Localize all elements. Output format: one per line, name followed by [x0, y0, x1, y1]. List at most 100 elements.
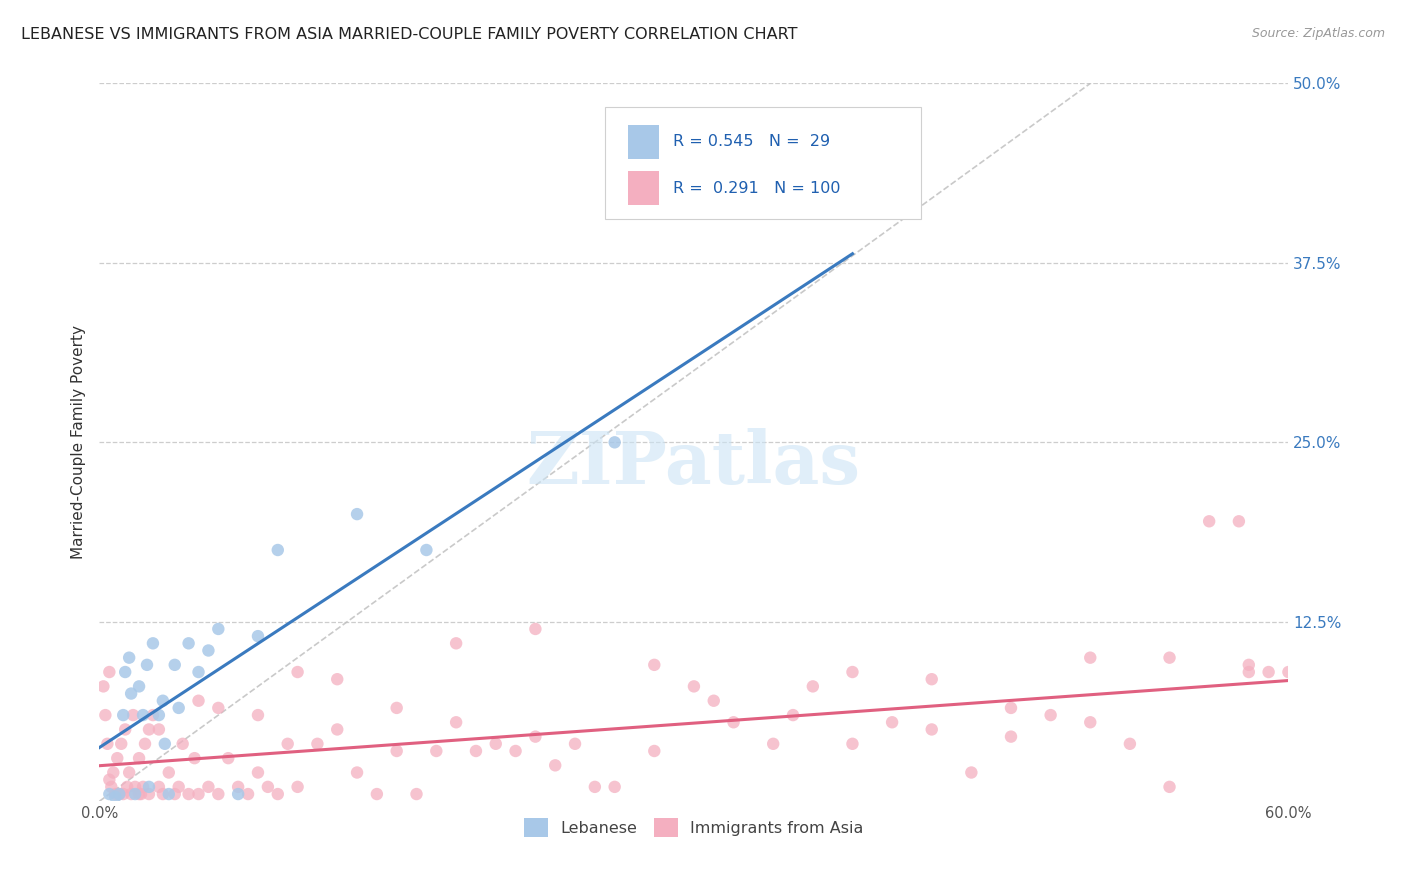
Point [108, 787, 131, 801]
Point [98, 772, 121, 787]
Point [287, 780, 309, 794]
Point [583, 780, 606, 794]
Point [841, 737, 863, 751]
Point [128, 787, 150, 801]
Point [425, 744, 447, 758]
Point [524, 622, 547, 636]
Text: Source: ZipAtlas.com: Source: ZipAtlas.com [1251, 27, 1385, 40]
Point [120, 787, 142, 801]
Point [226, 780, 249, 794]
Point [246, 708, 269, 723]
Point [405, 787, 427, 801]
Point [142, 636, 165, 650]
Point [960, 765, 983, 780]
Point [326, 672, 349, 686]
Point [104, 787, 127, 801]
Point [93, 679, 115, 693]
Point [603, 780, 626, 794]
Point [346, 507, 368, 521]
Point [207, 701, 229, 715]
Point [544, 758, 567, 772]
Point [1237, 665, 1260, 679]
Point [257, 780, 280, 794]
Point [183, 751, 205, 765]
Point [880, 715, 903, 730]
Point [485, 737, 508, 751]
Point [110, 737, 132, 751]
Point [115, 780, 138, 794]
Point [524, 730, 547, 744]
Point [197, 780, 219, 794]
Y-axis label: Married-Couple Family Poverty: Married-Couple Family Poverty [72, 326, 86, 559]
Point [197, 643, 219, 657]
Point [124, 780, 146, 794]
Point [167, 780, 190, 794]
Point [132, 708, 155, 723]
Point [921, 672, 943, 686]
Point [163, 787, 186, 801]
Point [1286, 780, 1309, 794]
Point [287, 665, 309, 679]
Point [118, 650, 141, 665]
Point [277, 737, 299, 751]
Point [1078, 650, 1101, 665]
Point [124, 787, 146, 801]
Point [564, 737, 586, 751]
Point [217, 751, 239, 765]
Point [921, 723, 943, 737]
Point [207, 787, 229, 801]
Point [136, 657, 159, 672]
Point [103, 765, 125, 780]
Point [1159, 780, 1181, 794]
Point [129, 787, 152, 801]
Point [1159, 650, 1181, 665]
Point [326, 723, 349, 737]
Point [157, 787, 180, 801]
Point [163, 657, 186, 672]
Point [132, 780, 155, 794]
Point [1039, 708, 1062, 723]
Point [100, 780, 122, 794]
Point [643, 657, 665, 672]
Point [142, 708, 165, 723]
Point [723, 715, 745, 730]
Point [122, 708, 145, 723]
Point [1119, 737, 1142, 751]
Point [415, 543, 437, 558]
Point [346, 765, 368, 780]
Point [138, 780, 160, 794]
Point [366, 787, 388, 801]
Point [207, 622, 229, 636]
Point [444, 636, 467, 650]
Point [603, 435, 626, 450]
Point [172, 737, 194, 751]
Point [128, 751, 150, 765]
Point [112, 787, 135, 801]
Point [187, 694, 209, 708]
Point [94, 708, 117, 723]
Point [134, 737, 156, 751]
Point [153, 737, 176, 751]
Point [157, 765, 180, 780]
Point [108, 787, 131, 801]
Point [1237, 657, 1260, 672]
Point [104, 789, 127, 804]
Text: R = 0.545   N =  29: R = 0.545 N = 29 [673, 135, 831, 149]
Point [152, 694, 174, 708]
Point [148, 780, 170, 794]
Point [444, 715, 467, 730]
Point [801, 679, 824, 693]
Point [683, 679, 706, 693]
Point [782, 708, 804, 723]
Point [167, 701, 190, 715]
Point [246, 765, 269, 780]
Point [128, 679, 150, 693]
Text: R =  0.291   N = 100: R = 0.291 N = 100 [673, 181, 841, 195]
Point [96, 737, 118, 751]
Point [703, 694, 725, 708]
Point [505, 744, 527, 758]
Text: ZIPatlas: ZIPatlas [527, 428, 860, 500]
Point [236, 787, 259, 801]
Text: LEBANESE VS IMMIGRANTS FROM ASIA MARRIED-COUPLE FAMILY POVERTY CORRELATION CHART: LEBANESE VS IMMIGRANTS FROM ASIA MARRIED… [21, 27, 797, 42]
Point [1227, 514, 1250, 528]
